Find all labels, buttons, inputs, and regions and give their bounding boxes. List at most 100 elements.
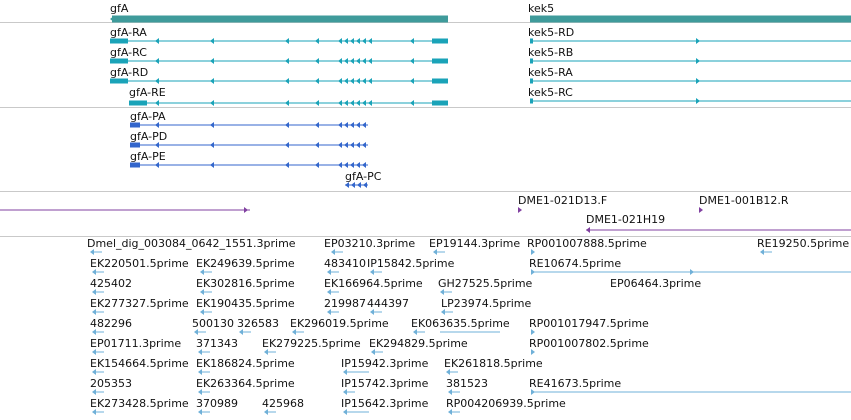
strand-arrow[interactable] [344, 38, 348, 44]
est-label[interactable]: 370989 [196, 397, 238, 410]
transcript-label[interactable]: gfA-RD [110, 66, 149, 79]
strand-arrow[interactable] [344, 122, 348, 128]
est-label[interactable]: EP01711.3prime [90, 337, 182, 350]
strand-arrow[interactable] [362, 100, 366, 106]
est-label[interactable]: LP23974.5prime [441, 297, 532, 310]
est-label[interactable]: 483410 [324, 257, 366, 270]
strand-arrow[interactable] [344, 100, 348, 106]
strand-arrow[interactable] [441, 309, 445, 315]
exon-block[interactable] [110, 58, 128, 64]
strand-arrow[interactable] [327, 309, 331, 315]
strand-arrow[interactable] [356, 162, 360, 168]
strand-arrow[interactable] [210, 58, 214, 64]
strand-arrow[interactable] [696, 98, 700, 104]
est-label[interactable]: RP001017947.5prime [529, 317, 649, 330]
strand-arrow[interactable] [92, 329, 96, 335]
est-label[interactable]: 444397 [367, 297, 409, 310]
exon-block[interactable] [432, 58, 448, 64]
est-label[interactable]: EK220501.5prime [90, 257, 189, 270]
strand-arrow[interactable] [338, 58, 342, 64]
protein-label[interactable]: gfA-PD [130, 130, 168, 143]
transcript-label[interactable]: gfA-RC [110, 46, 147, 59]
strand-arrow[interactable] [410, 58, 414, 64]
strand-arrow[interactable] [356, 100, 360, 106]
strand-arrow[interactable] [110, 16, 114, 22]
strand-arrow[interactable] [210, 162, 214, 168]
est-label[interactable]: EK063635.5prime [411, 317, 510, 330]
strand-arrow[interactable] [368, 100, 372, 106]
strand-arrow[interactable] [448, 409, 452, 415]
strand-arrow[interactable] [356, 78, 360, 84]
strand-arrow[interactable] [315, 122, 319, 128]
est-label[interactable]: EK154664.5prime [90, 357, 189, 370]
strand-arrow[interactable] [362, 162, 366, 168]
strand-arrow[interactable] [264, 349, 268, 355]
strand-arrow[interactable] [315, 100, 319, 106]
strand-arrow[interactable] [362, 78, 366, 84]
strand-arrow[interactable] [518, 207, 522, 213]
strand-arrow[interactable] [410, 78, 414, 84]
strand-arrow[interactable] [368, 78, 372, 84]
strand-arrow[interactable] [350, 58, 354, 64]
strand-arrow[interactable] [239, 329, 243, 335]
est-label[interactable]: RE41673.5prime [529, 377, 622, 390]
strand-arrow[interactable] [200, 269, 204, 275]
exon-block[interactable] [110, 78, 128, 84]
strand-arrow[interactable] [338, 122, 342, 128]
strand-arrow[interactable] [92, 309, 96, 315]
strand-arrow[interactable] [343, 389, 347, 395]
strand-arrow[interactable] [433, 249, 437, 255]
strand-arrow[interactable] [210, 38, 214, 44]
strand-arrow[interactable] [370, 309, 374, 315]
strand-arrow[interactable] [338, 142, 342, 148]
strand-arrow[interactable] [315, 142, 319, 148]
strand-arrow[interactable] [285, 58, 289, 64]
strand-arrow[interactable] [696, 78, 700, 84]
strand-arrow[interactable] [338, 162, 342, 168]
strand-arrow[interactable] [210, 142, 214, 148]
strand-arrow[interactable] [371, 349, 375, 355]
est-label[interactable]: 381523 [446, 377, 488, 390]
est-label[interactable]: EK277327.5prime [90, 297, 189, 310]
strand-arrow[interactable] [696, 38, 700, 44]
exon-block[interactable] [530, 38, 533, 44]
strand-arrow[interactable] [200, 289, 204, 295]
est-label[interactable]: 371343 [196, 337, 238, 350]
strand-arrow[interactable] [696, 58, 700, 64]
strand-arrow[interactable] [210, 100, 214, 106]
transcript-label[interactable]: kek5-RC [528, 86, 573, 99]
strand-arrow[interactable] [350, 162, 354, 168]
strand-arrow[interactable] [350, 38, 354, 44]
strand-arrow[interactable] [155, 100, 159, 106]
strand-arrow[interactable] [362, 122, 366, 128]
strand-arrow[interactable] [362, 58, 366, 64]
est-label[interactable]: EK273428.5prime [90, 397, 189, 410]
strand-arrow[interactable] [92, 409, 96, 415]
cds-block[interactable] [130, 142, 140, 148]
strand-arrow[interactable] [357, 182, 361, 188]
strand-arrow[interactable] [440, 289, 444, 295]
strand-arrow[interactable] [344, 78, 348, 84]
est-label[interactable]: 205353 [90, 377, 132, 390]
strand-arrow[interactable] [586, 227, 590, 233]
transcript-label[interactable]: gfA-RE [129, 86, 166, 99]
gene-bar[interactable] [112, 15, 448, 23]
strand-arrow[interactable] [285, 162, 289, 168]
strand-arrow[interactable] [285, 142, 289, 148]
strand-arrow[interactable] [531, 249, 535, 255]
est-label[interactable]: EP19144.3prime [429, 237, 521, 250]
strand-arrow[interactable] [410, 100, 414, 106]
strand-arrow[interactable] [315, 58, 319, 64]
strand-arrow[interactable] [410, 38, 414, 44]
strand-arrow[interactable] [198, 389, 202, 395]
gene-label[interactable]: gfA [110, 2, 129, 15]
strand-arrow[interactable] [198, 409, 202, 415]
strand-arrow[interactable] [362, 38, 366, 44]
strand-arrow[interactable] [356, 122, 360, 128]
est-label[interactable]: EP06464.3prime [610, 277, 702, 290]
gene-label[interactable]: kek5 [528, 2, 555, 15]
strand-arrow[interactable] [344, 142, 348, 148]
transcript-label[interactable]: kek5-RD [528, 26, 575, 39]
est-label[interactable]: Dmel_dig_003084_0642_1551.3prime [87, 237, 296, 250]
clone-label[interactable]: DME1-001B12.R [699, 194, 789, 207]
